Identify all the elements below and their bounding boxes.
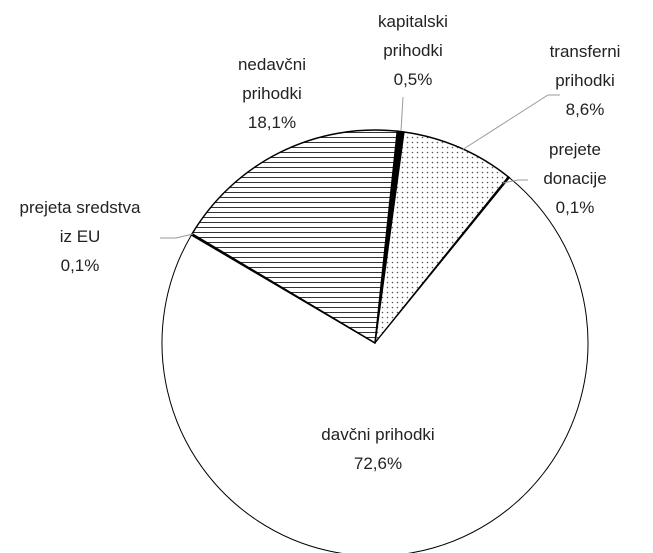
leader-lines [160,94,560,239]
value-label: 18,1% [247,113,297,132]
value-label: 0,5% [393,70,433,89]
value-label: 0,1% [60,256,100,275]
slice-label: transferni prihodki 8,6% [538,37,633,124]
category-label: nedavčni prihodki [237,55,307,103]
category-label: transferni prihodki [549,42,621,90]
category-label: prejete donacije [543,140,607,188]
slice-label: nedavčni prihodki 18,1% [225,50,320,137]
pie-slice [374,131,510,344]
value-label: 8,6% [565,100,605,119]
category-label: prejeta sredstva iz EU [19,198,141,246]
leader-line [461,94,560,151]
slice-label: prejete donacije 0,1% [528,135,623,222]
pie-slice [191,129,399,344]
category-label: kapitalski prihodki [378,12,448,60]
slice-label: davčni prihodki 72,6% [268,420,488,478]
leader-line [502,179,528,184]
slice-label: kapitalski prihodki 0,5% [366,7,461,94]
value-label: 0,1% [555,198,595,217]
leader-line [400,96,404,132]
leader-line [160,233,194,239]
value-label: 72,6% [353,454,403,473]
slice-label: prejeta sredstva iz EU 0,1% [18,193,142,280]
category-label: davčni prihodki [321,425,435,444]
